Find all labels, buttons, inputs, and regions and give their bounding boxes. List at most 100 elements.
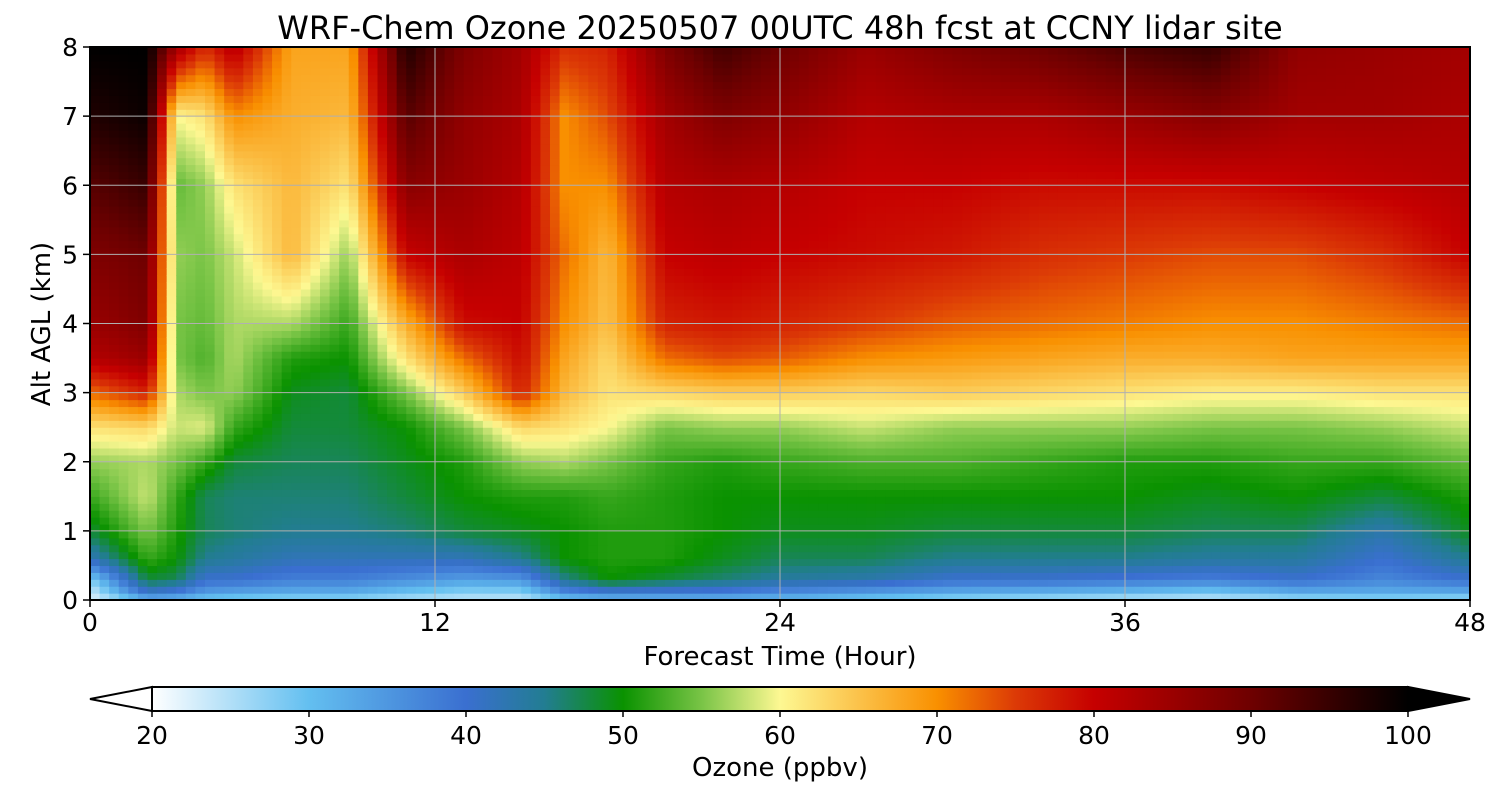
- heatmap-cell: [626, 150, 637, 159]
- heatmap-cell: [214, 454, 225, 463]
- heatmap-cell: [406, 441, 417, 449]
- heatmap-cell: [406, 282, 417, 290]
- heatmap-cell: [348, 88, 359, 96]
- heatmap-cell: [252, 579, 264, 587]
- heatmap-cell: [252, 530, 264, 539]
- heatmap-cell: [252, 233, 264, 242]
- heatmap-cell: [166, 219, 177, 228]
- heatmap-cell: [406, 434, 417, 442]
- heatmap-cell: [684, 392, 695, 401]
- heatmap-cell: [626, 496, 637, 504]
- heatmap-cell: [166, 517, 177, 525]
- heatmap-cell: [272, 178, 283, 186]
- heatmap-cell: [463, 551, 474, 560]
- heatmap-cell: [291, 337, 302, 345]
- heatmap-cell: [578, 406, 589, 414]
- heatmap-cell: [137, 337, 149, 345]
- heatmap-cell: [435, 496, 446, 504]
- heatmap-cell: [224, 150, 235, 159]
- heatmap-cell: [320, 517, 331, 525]
- heatmap-cell: [521, 385, 532, 394]
- heatmap-cell: [348, 116, 359, 124]
- heatmap-cell: [444, 157, 455, 166]
- heatmap-cell: [90, 371, 101, 380]
- heatmap-cell: [530, 586, 542, 594]
- heatmap-cell: [482, 129, 494, 138]
- heatmap-cell: [320, 226, 331, 235]
- heatmap-cell: [377, 288, 388, 297]
- heatmap-cell: [578, 81, 589, 90]
- heatmap-cell: [492, 413, 503, 421]
- heatmap-cell: [636, 95, 647, 103]
- heatmap-cell: [540, 351, 551, 359]
- heatmap-cell: [559, 219, 570, 228]
- heatmap-cell: [281, 309, 292, 318]
- heatmap-cell: [281, 95, 292, 103]
- heatmap-cell: [645, 482, 657, 490]
- heatmap-cell: [147, 53, 158, 62]
- heatmap-cell: [492, 53, 503, 62]
- heatmap-cell: [578, 461, 589, 470]
- heatmap-cell: [300, 102, 312, 110]
- heatmap-cell: [396, 185, 407, 193]
- heatmap-cell: [435, 288, 446, 297]
- heatmap-cell: [569, 454, 580, 463]
- heatmap-cell: [176, 579, 187, 587]
- heatmap-cell: [559, 102, 570, 110]
- heatmap-cell: [454, 261, 465, 269]
- heatmap-cell: [559, 565, 570, 573]
- heatmap-cell: [233, 420, 244, 428]
- heatmap-cell: [511, 205, 522, 214]
- heatmap-cell: [540, 482, 551, 490]
- heatmap-cell: [617, 454, 628, 463]
- heatmap-cell: [195, 586, 206, 594]
- heatmap-cell: [636, 537, 647, 546]
- heatmap-cell: [626, 261, 637, 269]
- heatmap-cell: [300, 143, 312, 152]
- heatmap-cell: [511, 544, 522, 553]
- heatmap-cell: [626, 116, 637, 124]
- heatmap-cell: [454, 392, 465, 401]
- heatmap-cell: [377, 371, 388, 380]
- heatmap-cell: [588, 81, 599, 90]
- heatmap-cell: [339, 123, 350, 131]
- heatmap-cell: [463, 275, 474, 283]
- heatmap-cell: [166, 60, 177, 69]
- heatmap-cell: [444, 192, 455, 200]
- heatmap-cell: [502, 178, 513, 186]
- heatmap-cell: [176, 212, 187, 221]
- heatmap-cell: [128, 537, 139, 546]
- heatmap-cell: [463, 517, 474, 525]
- heatmap-cell: [147, 233, 158, 242]
- heatmap-cell: [578, 330, 589, 338]
- heatmap-cell: [128, 579, 139, 587]
- heatmap-cell: [444, 247, 455, 255]
- heatmap-cell: [463, 185, 474, 193]
- heatmap-cell: [569, 392, 580, 401]
- heatmap-cell: [415, 233, 427, 242]
- heatmap-cell: [473, 95, 484, 103]
- heatmap-cell: [435, 406, 446, 414]
- heatmap-cell: [367, 123, 379, 131]
- heatmap-cell: [233, 399, 244, 408]
- heatmap-cell: [262, 496, 273, 504]
- heatmap-cell: [90, 413, 101, 421]
- heatmap-cell: [339, 371, 350, 380]
- heatmap-cell: [511, 295, 522, 304]
- heatmap-cell: [272, 316, 283, 325]
- heatmap-cell: [262, 454, 273, 463]
- heatmap-cell: [645, 337, 657, 345]
- heatmap-cell: [348, 233, 359, 242]
- heatmap-cell: [435, 88, 446, 96]
- heatmap-cell: [674, 351, 685, 359]
- heatmap-cell: [195, 288, 206, 297]
- heatmap-cell: [205, 53, 216, 62]
- heatmap-cell: [492, 468, 503, 477]
- heatmap-cell: [425, 47, 436, 55]
- heatmap-cell: [137, 185, 149, 193]
- heatmap-cell: [99, 309, 110, 318]
- heatmap-cell: [626, 482, 637, 490]
- heatmap-cell: [185, 551, 197, 560]
- heatmap-cell: [559, 551, 570, 560]
- heatmap-cell: [425, 427, 436, 435]
